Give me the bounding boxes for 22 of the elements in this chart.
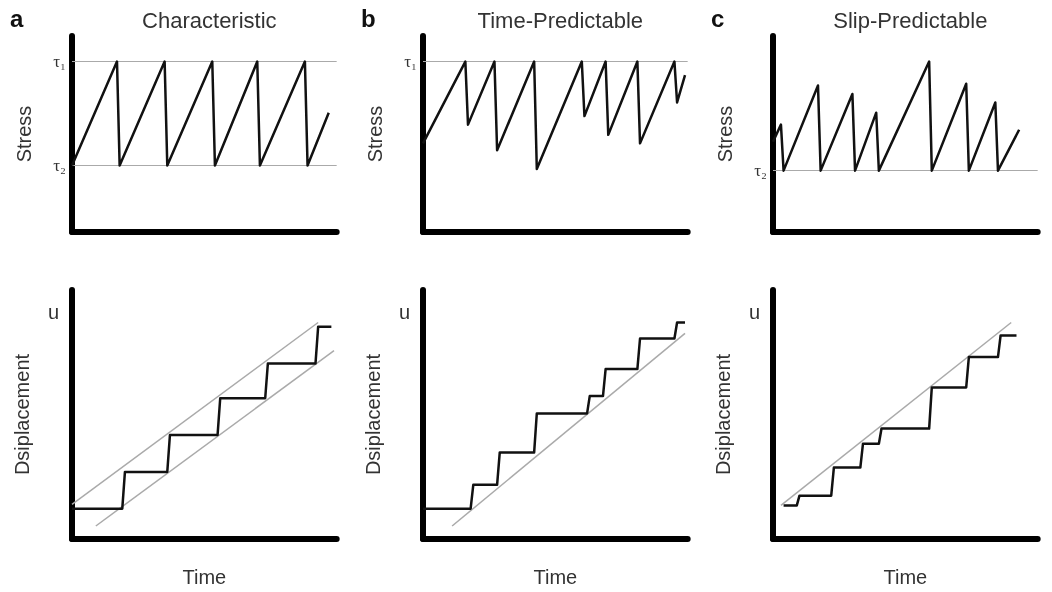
text: u [398,301,410,323]
y-axis-title: Stress [363,105,386,163]
text: a [10,4,24,32]
chart-title: Time-Predictable [477,7,643,33]
ref-line-label: τ₂ [53,156,66,176]
y-axis-title: Stress [13,105,35,163]
ref-line-label: τ₁ [53,52,66,72]
y-axis-title: Dsiplacement [361,353,384,476]
text: u [749,301,761,323]
text: c [711,4,725,32]
text: u [48,301,60,323]
ref-line-label: τ₂ [754,161,768,181]
x-axis-title: Time [533,566,577,588]
chart-title: Characteristic [142,7,277,33]
x-axis-title: Time [182,566,227,588]
text: b [360,4,376,32]
y-axis-title: Stress [714,105,737,163]
y-axis-title: Dsiplacement [11,353,33,476]
y-axis-title: Dsiplacement [712,353,735,476]
chart-title: Slip-Predictable [833,7,988,33]
x-axis-title: Time [883,566,928,588]
ref-line-label: τ₁ [403,52,417,72]
